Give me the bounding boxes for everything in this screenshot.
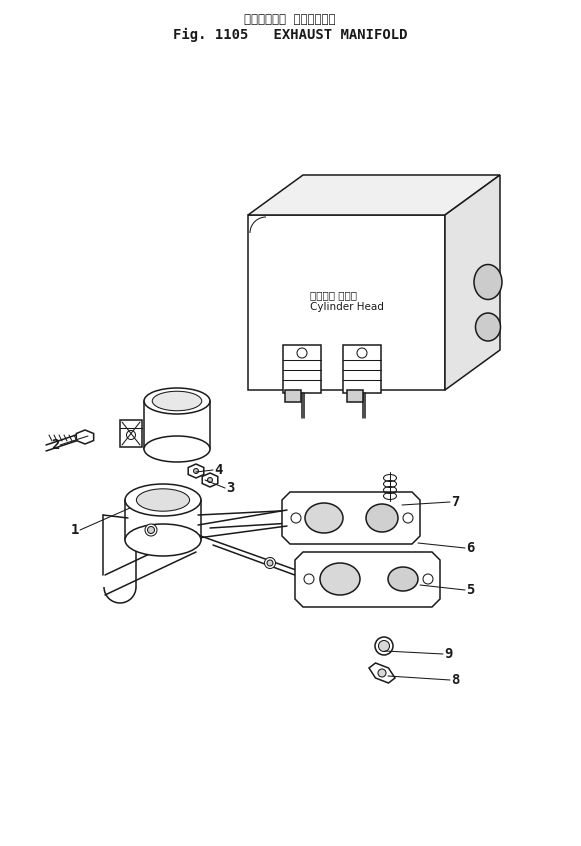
Polygon shape <box>445 175 500 390</box>
Ellipse shape <box>366 504 398 532</box>
Polygon shape <box>295 552 440 607</box>
Ellipse shape <box>403 513 413 523</box>
Polygon shape <box>248 215 445 390</box>
Polygon shape <box>202 473 218 487</box>
Ellipse shape <box>144 388 210 414</box>
Polygon shape <box>369 663 395 683</box>
Ellipse shape <box>152 391 202 411</box>
Ellipse shape <box>145 524 157 536</box>
Ellipse shape <box>378 640 389 651</box>
Text: エキゾースト  マニホールド: エキゾースト マニホールド <box>244 13 336 26</box>
Ellipse shape <box>375 637 393 655</box>
Text: 3: 3 <box>226 481 234 495</box>
Ellipse shape <box>127 431 135 440</box>
Polygon shape <box>248 175 500 215</box>
Ellipse shape <box>267 560 273 566</box>
Text: 5: 5 <box>466 583 474 597</box>
Text: 4: 4 <box>214 463 222 477</box>
Text: 8: 8 <box>451 673 459 687</box>
Ellipse shape <box>357 348 367 358</box>
Text: 2: 2 <box>51 438 59 452</box>
Ellipse shape <box>304 574 314 584</box>
Ellipse shape <box>148 526 155 534</box>
Ellipse shape <box>423 574 433 584</box>
Text: 7: 7 <box>451 495 459 509</box>
Ellipse shape <box>474 265 502 299</box>
Text: 1: 1 <box>71 523 79 537</box>
Ellipse shape <box>137 489 189 511</box>
Ellipse shape <box>264 558 275 569</box>
Polygon shape <box>283 345 321 393</box>
Polygon shape <box>347 390 363 402</box>
Text: 6: 6 <box>466 541 474 555</box>
Polygon shape <box>76 430 94 444</box>
Polygon shape <box>282 492 420 544</box>
Ellipse shape <box>388 567 418 591</box>
Polygon shape <box>285 390 301 402</box>
Ellipse shape <box>207 477 213 482</box>
Ellipse shape <box>305 503 343 533</box>
Ellipse shape <box>475 313 500 341</box>
Polygon shape <box>188 464 204 478</box>
Ellipse shape <box>320 563 360 595</box>
Polygon shape <box>120 420 142 447</box>
Ellipse shape <box>125 524 201 556</box>
Ellipse shape <box>144 436 210 462</box>
Polygon shape <box>343 345 381 393</box>
Text: シリンダ ヘッド: シリンダ ヘッド <box>310 290 357 300</box>
Text: Fig. 1105   EXHAUST MANIFOLD: Fig. 1105 EXHAUST MANIFOLD <box>173 28 407 42</box>
Ellipse shape <box>291 513 301 523</box>
Ellipse shape <box>378 669 386 677</box>
Text: 9: 9 <box>444 647 452 661</box>
Text: Cylinder Head: Cylinder Head <box>310 302 384 312</box>
Ellipse shape <box>297 348 307 358</box>
Ellipse shape <box>193 469 199 474</box>
Ellipse shape <box>125 484 201 516</box>
